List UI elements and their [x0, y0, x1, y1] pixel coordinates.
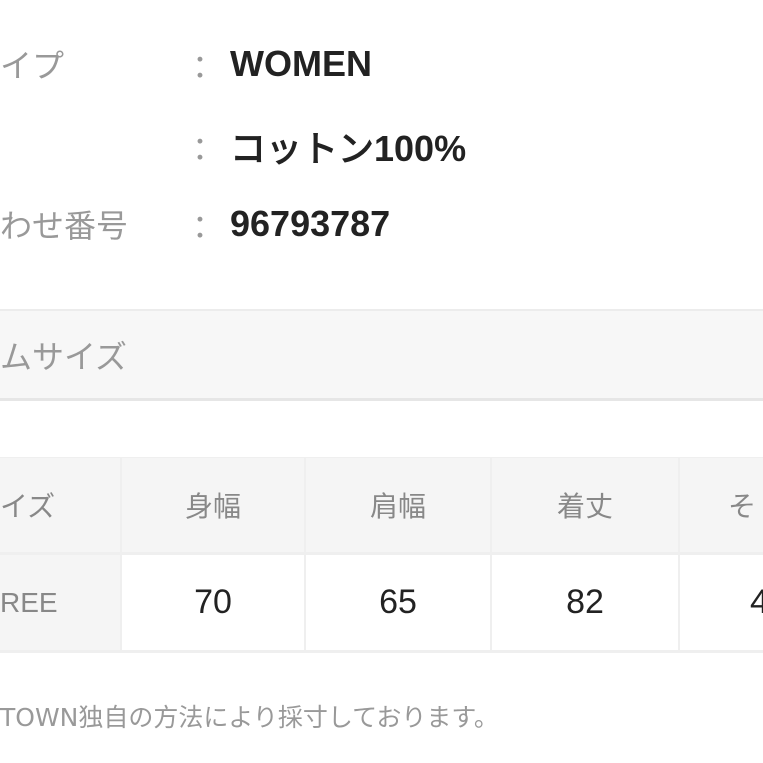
table-cell: 82 [492, 555, 678, 650]
table-cell: 4 [680, 555, 763, 650]
table-header-body-width: 身幅 [122, 458, 304, 552]
detail-label: わせ番号 [0, 207, 129, 245]
table-cell-size: REE [0, 555, 120, 650]
table-header-length: 着丈 [492, 458, 678, 552]
section-header-item-size: ムサイズ [0, 309, 763, 401]
table-header-size: イズ [0, 458, 120, 552]
table-cell: 70 [122, 555, 304, 650]
colon: ： [192, 129, 225, 167]
size-table: イズ 身幅 肩幅 着丈 そ REE 70 65 82 4 [0, 457, 763, 653]
colon: ： [192, 47, 225, 85]
table-header-shoulder-width: 肩幅 [306, 458, 490, 552]
table-header-sleeve: そ [680, 458, 763, 552]
detail-value: コットン100% [230, 128, 467, 169]
table-cell: 65 [306, 555, 490, 650]
colon: ： [192, 207, 225, 245]
detail-row-type: イプ ： WOMEN [0, 34, 763, 94]
measurement-note: TOWN独自の方法により採寸しております。 [0, 703, 499, 732]
detail-label: イプ [0, 47, 65, 85]
detail-value: 96793787 [230, 203, 391, 244]
detail-row-material: ： コットン100% [0, 116, 763, 176]
section-title: ムサイズ [0, 337, 128, 376]
detail-row-inquiry-number: わせ番号 ： 96793787 [0, 194, 763, 254]
detail-value: WOMEN [230, 43, 372, 84]
